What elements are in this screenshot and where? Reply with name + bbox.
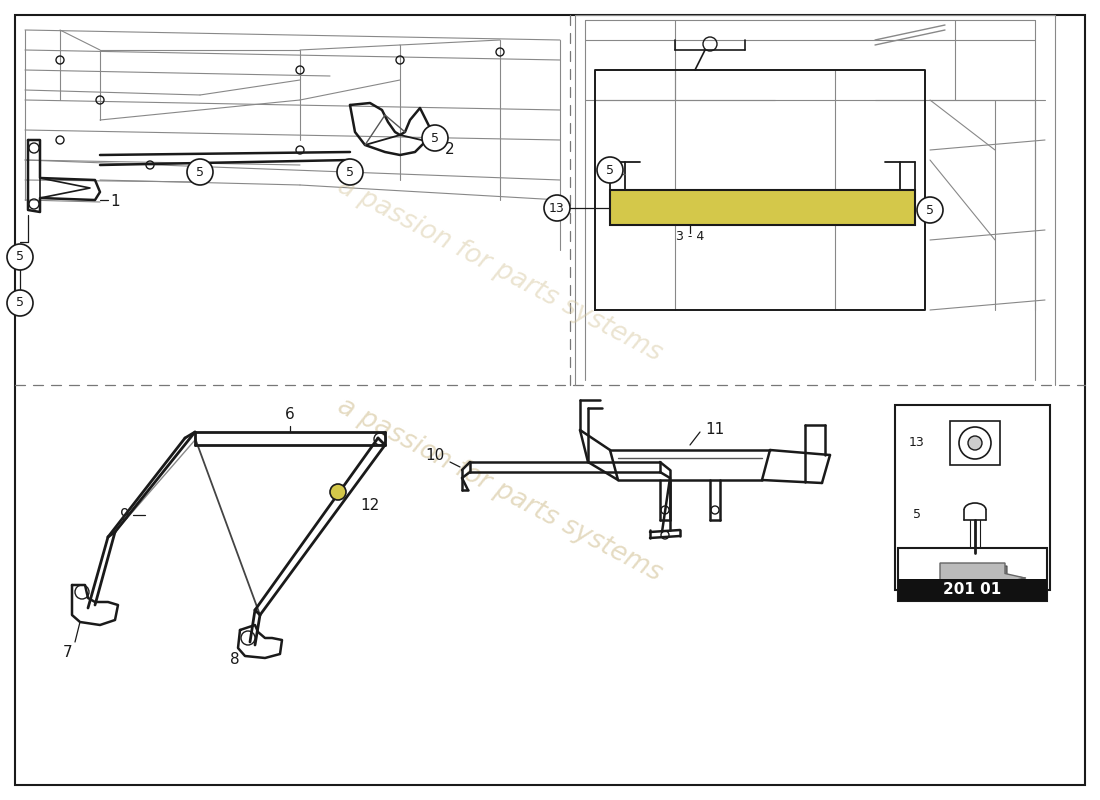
Text: 5: 5 xyxy=(196,166,204,178)
Circle shape xyxy=(544,195,570,221)
Text: 8: 8 xyxy=(230,652,240,667)
Text: 5: 5 xyxy=(346,166,354,178)
Circle shape xyxy=(422,125,448,151)
Text: 5: 5 xyxy=(16,250,24,263)
Text: 3 - 4: 3 - 4 xyxy=(675,230,704,243)
Circle shape xyxy=(959,427,991,459)
Text: 5: 5 xyxy=(431,131,439,145)
Text: 201 01: 201 01 xyxy=(944,582,1002,598)
Text: 9: 9 xyxy=(120,507,130,522)
Bar xyxy=(898,548,1047,601)
Bar xyxy=(898,579,1047,601)
Circle shape xyxy=(7,290,33,316)
Text: 10: 10 xyxy=(426,447,446,462)
Circle shape xyxy=(7,244,33,270)
Bar xyxy=(895,405,1050,590)
Text: 5: 5 xyxy=(606,163,614,177)
Circle shape xyxy=(187,159,213,185)
Text: 5: 5 xyxy=(913,509,921,522)
Text: 6: 6 xyxy=(285,407,295,422)
Bar xyxy=(610,190,915,225)
Text: 5: 5 xyxy=(926,203,934,217)
Circle shape xyxy=(597,157,623,183)
Circle shape xyxy=(917,197,943,223)
Text: a passion for parts systems: a passion for parts systems xyxy=(333,393,667,587)
Text: 13: 13 xyxy=(549,202,565,214)
Text: 1: 1 xyxy=(110,194,120,210)
Text: 5: 5 xyxy=(16,297,24,310)
Text: 13: 13 xyxy=(909,437,925,450)
Text: 7: 7 xyxy=(63,645,73,660)
Circle shape xyxy=(337,159,363,185)
Text: 2: 2 xyxy=(446,142,454,158)
Bar xyxy=(950,421,1000,465)
Text: a passion for parts systems: a passion for parts systems xyxy=(333,173,667,367)
Circle shape xyxy=(968,436,982,450)
Polygon shape xyxy=(944,566,1026,590)
Text: 11: 11 xyxy=(705,422,724,438)
Circle shape xyxy=(330,484,346,500)
Polygon shape xyxy=(940,563,1025,593)
Text: 12: 12 xyxy=(360,498,379,513)
